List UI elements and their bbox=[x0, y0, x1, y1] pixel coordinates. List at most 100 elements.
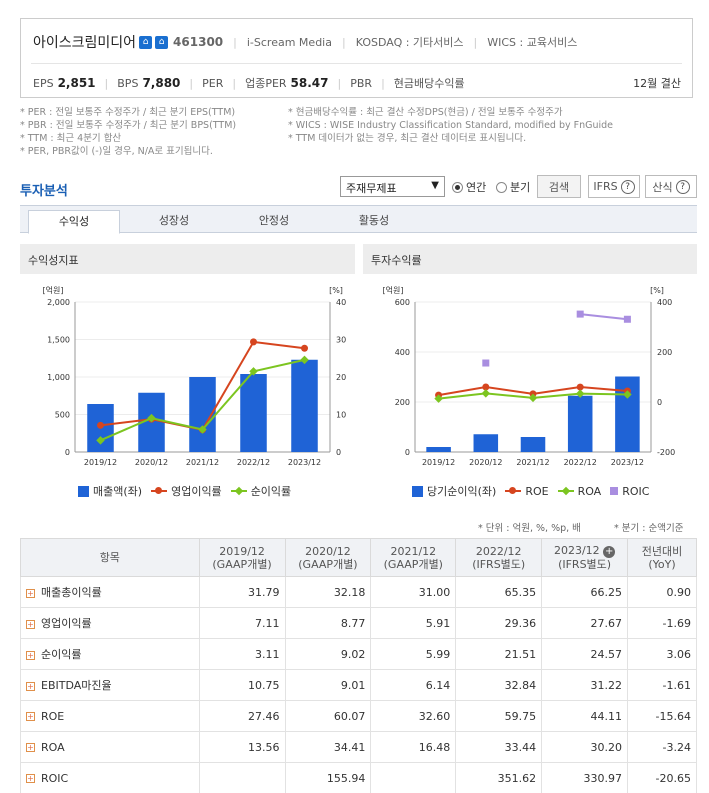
point bbox=[250, 338, 257, 346]
row-label-cell[interactable]: + ROE bbox=[20, 700, 200, 732]
axis-unit-label: [%] bbox=[650, 286, 664, 295]
line-swatch-icon bbox=[151, 486, 168, 496]
table-header-row: 항목 2019/12 (GAAP개별) 2020/12 (GAAP개별) 2021/… bbox=[20, 538, 697, 577]
axis-unit-label: [%] bbox=[329, 286, 343, 295]
search-button-label: 검색 bbox=[548, 180, 570, 194]
x-tick-label: 2020/12 bbox=[135, 458, 168, 467]
table-cell: 65.35 bbox=[455, 576, 543, 608]
radio-annual[interactable]: 연간 bbox=[452, 179, 486, 195]
y2-tick-label: 400 bbox=[657, 298, 672, 307]
row-label: 영업이익률 bbox=[41, 617, 92, 630]
bar-swatch-icon bbox=[78, 485, 89, 497]
row-label-cell[interactable]: + 매출총이익률 bbox=[20, 576, 200, 608]
statement-select[interactable]: 주재무제표 ▼ bbox=[340, 176, 445, 197]
row-label: ROE bbox=[41, 709, 65, 723]
panel-header-returns: 투자수익률 bbox=[363, 244, 697, 274]
x-tick-label: 2022/12 bbox=[237, 458, 270, 467]
table-cell: -1.61 bbox=[627, 669, 697, 701]
expand-row-icon[interactable]: + bbox=[26, 681, 35, 691]
profitability-chart: [억원] [%] 2,000 1,500 1,000 500 0 40 30 20 10 0 2019/… bbox=[43, 285, 347, 467]
home-icon[interactable]: ⌂ bbox=[139, 35, 153, 49]
unit-note: * 단위 : 억원, %, %p, 배 bbox=[478, 523, 581, 534]
legend-label: 당기순이익(좌) bbox=[427, 485, 497, 498]
series-line bbox=[580, 313, 628, 321]
note-line: * PER, PBR값이 (-)일 경우, N/A로 표기됩니다. bbox=[20, 146, 213, 157]
expand-row-icon[interactable]: + bbox=[26, 650, 35, 660]
ifrs-button[interactable]: IFRS ? bbox=[588, 175, 640, 198]
search-button[interactable]: 검색 bbox=[537, 175, 581, 198]
table-cell: 21.51 bbox=[455, 638, 543, 670]
expand-row-icon[interactable]: + bbox=[26, 588, 35, 598]
expand-row-icon[interactable]: + bbox=[26, 619, 35, 629]
point bbox=[576, 310, 584, 318]
y2-tick-label: -200 bbox=[657, 448, 675, 457]
panel-header-profitability: 수익성지표 bbox=[20, 244, 355, 274]
bps-value: 7,880 bbox=[142, 76, 181, 90]
table-row: + ROA 13.56 34.41 16.48 33.44 30.20 -3.24 bbox=[20, 731, 697, 763]
table-cell: 29.36 bbox=[455, 607, 543, 639]
tab-growth[interactable]: 성장성 bbox=[158, 214, 190, 227]
quarter-note: * 분기 : 순액기준 bbox=[614, 523, 684, 534]
wics-label: WICS : 교육서비스 bbox=[487, 36, 578, 49]
point bbox=[623, 315, 631, 323]
row-label-cell[interactable]: + 순이익률 bbox=[20, 638, 200, 670]
table-cell: 33.44 bbox=[455, 731, 543, 763]
select-value: 주재무제표 bbox=[346, 182, 397, 195]
x-tick-label: 2023/12 bbox=[611, 458, 644, 467]
column-header: 2023/12 + (IFRS별도) bbox=[541, 538, 629, 577]
expand-row-icon[interactable]: + bbox=[26, 743, 35, 752]
table-cell: 44.11 bbox=[541, 700, 629, 732]
radio-unchecked-icon bbox=[496, 181, 507, 193]
y2-tick-label: 40 bbox=[336, 298, 346, 307]
note-line: * PBR : 전일 보통주 수정주가 / 최근 분기 BPS(TTM) bbox=[20, 120, 237, 131]
y-tick-label: 1,500 bbox=[47, 336, 70, 345]
row-label-cell[interactable]: + ROIC bbox=[20, 762, 200, 793]
expand-row-icon[interactable]: + bbox=[26, 712, 35, 721]
market-label: KOSDAQ : 기타서비스 bbox=[355, 36, 464, 49]
bar bbox=[567, 395, 593, 452]
dividend-yield-label: 현금배당수익률 bbox=[393, 77, 465, 90]
table-cell: 8.77 bbox=[284, 607, 372, 639]
tab-stability[interactable]: 안정성 bbox=[258, 214, 290, 227]
table-cell: 7.11 bbox=[198, 607, 286, 639]
radio-quarter[interactable]: 분기 bbox=[496, 179, 530, 195]
note-line: * 현금배당수익률 : 최근 결산 수정DPS(현금) / 전일 보통주 수정주… bbox=[288, 107, 563, 118]
row-label: 순이익률 bbox=[41, 648, 82, 661]
notes-right: * 현금배당수익률 : 최근 결산 수정DPS(현금) / 전일 보통주 수정주… bbox=[288, 106, 613, 145]
column-header: 2021/12 (GAAP개별) bbox=[370, 538, 457, 577]
legend-label: ROIC bbox=[622, 484, 650, 498]
table-cell: 32.60 bbox=[370, 700, 457, 732]
row-label-cell[interactable]: + EBITDA마진율 bbox=[20, 669, 200, 701]
building-icon[interactable]: ⌂ bbox=[155, 35, 169, 49]
returns-chart: [억원] [%] 600 400 200 0 400 200 0 -200 2019/12 2020/… bbox=[383, 285, 676, 467]
row-label-cell[interactable]: + ROA bbox=[20, 731, 200, 763]
table-cell: 32.84 bbox=[455, 669, 543, 701]
line-swatch-icon bbox=[557, 486, 574, 496]
table-cell: -1.69 bbox=[627, 607, 697, 639]
y2-tick-label: 10 bbox=[336, 411, 346, 420]
x-tick-label: 2019/12 bbox=[84, 458, 117, 467]
legend-label: ROE bbox=[525, 484, 549, 498]
y-tick-label: 1,000 bbox=[47, 373, 70, 382]
y-tick-label: 500 bbox=[55, 411, 70, 420]
x-tick-label: 2020/12 bbox=[469, 458, 502, 467]
table-cell: 60.07 bbox=[284, 700, 372, 732]
x-tick-label: 2021/12 bbox=[516, 458, 549, 467]
table-cell bbox=[370, 762, 457, 793]
x-tick-label: 2023/12 bbox=[288, 458, 321, 467]
valuation-row: EPS 2,851 | BPS 7,880 | PER | 업종PER 58.4… bbox=[33, 76, 681, 90]
y-tick-label: 0 bbox=[405, 448, 410, 457]
radio-quarter-label: 분기 bbox=[510, 181, 531, 194]
section-title: 투자분석 bbox=[20, 184, 68, 199]
expand-columns-icon[interactable]: + bbox=[603, 546, 616, 558]
tab-profitability[interactable]: 수익성 bbox=[28, 210, 120, 234]
tab-activity[interactable]: 활동성 bbox=[358, 214, 390, 227]
column-header: 2019/12 (GAAP개별) bbox=[198, 538, 286, 577]
axis-unit-label: [억원] bbox=[43, 285, 64, 295]
line-swatch-icon bbox=[230, 486, 247, 496]
formula-button[interactable]: 산식 ? bbox=[645, 175, 697, 198]
row-label-cell[interactable]: + 영업이익률 bbox=[20, 607, 200, 639]
table-cell: 31.79 bbox=[198, 576, 286, 608]
bar bbox=[473, 434, 499, 452]
expand-row-icon[interactable]: + bbox=[26, 774, 35, 783]
